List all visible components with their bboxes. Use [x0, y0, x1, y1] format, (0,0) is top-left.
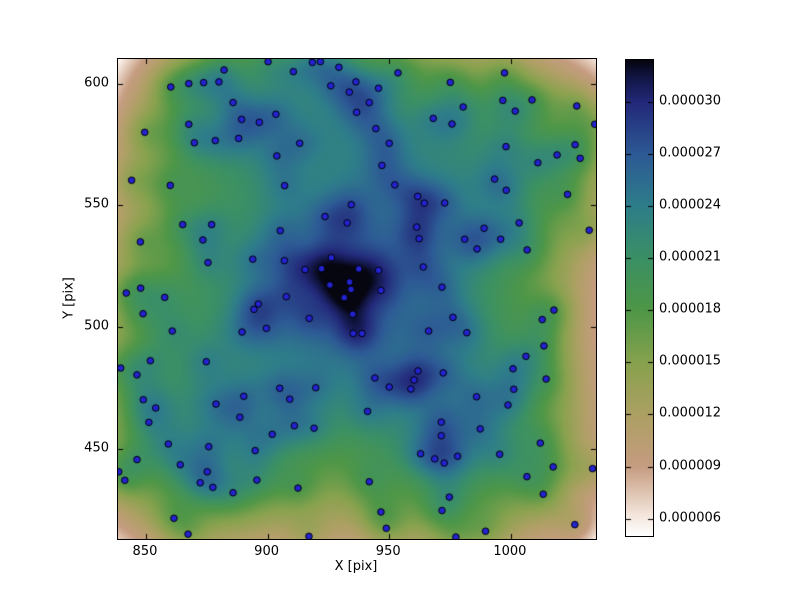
colorbar-tick-label: 0.000012	[659, 405, 722, 421]
density-scatter-canvas	[118, 59, 596, 539]
colorbar-tick-label: 0.000030	[659, 93, 722, 109]
colorbar-gradient-canvas	[626, 60, 653, 536]
x-tick-label: 1000	[493, 544, 527, 559]
colorbar-tick-label: 0.000018	[659, 301, 722, 317]
colorbar-tick-label: 0.000021	[659, 249, 722, 265]
y-tick-label: 450	[84, 440, 109, 456]
colorbar	[625, 59, 654, 537]
x-tick-label: 850	[132, 544, 158, 559]
colorbar-tick-label: 0.000015	[659, 353, 722, 369]
y-tick-label: 550	[84, 196, 109, 212]
colorbar-tick-label: 0.000006	[659, 510, 722, 526]
x-tick-label: 950	[375, 544, 401, 559]
y-tick-label: 500	[84, 318, 109, 334]
x-tick-label: 900	[254, 544, 280, 559]
x-axis-label: X [pix]	[334, 559, 378, 574]
colorbar-tick-label: 0.000009	[659, 458, 722, 473]
plot-area	[117, 58, 597, 540]
y-tick-label: 600	[84, 75, 109, 91]
colorbar-tick-label: 0.000024	[659, 197, 722, 213]
y-axis-label: Y [pix]	[61, 277, 77, 319]
colorbar-tick-label: 0.000027	[659, 145, 722, 161]
